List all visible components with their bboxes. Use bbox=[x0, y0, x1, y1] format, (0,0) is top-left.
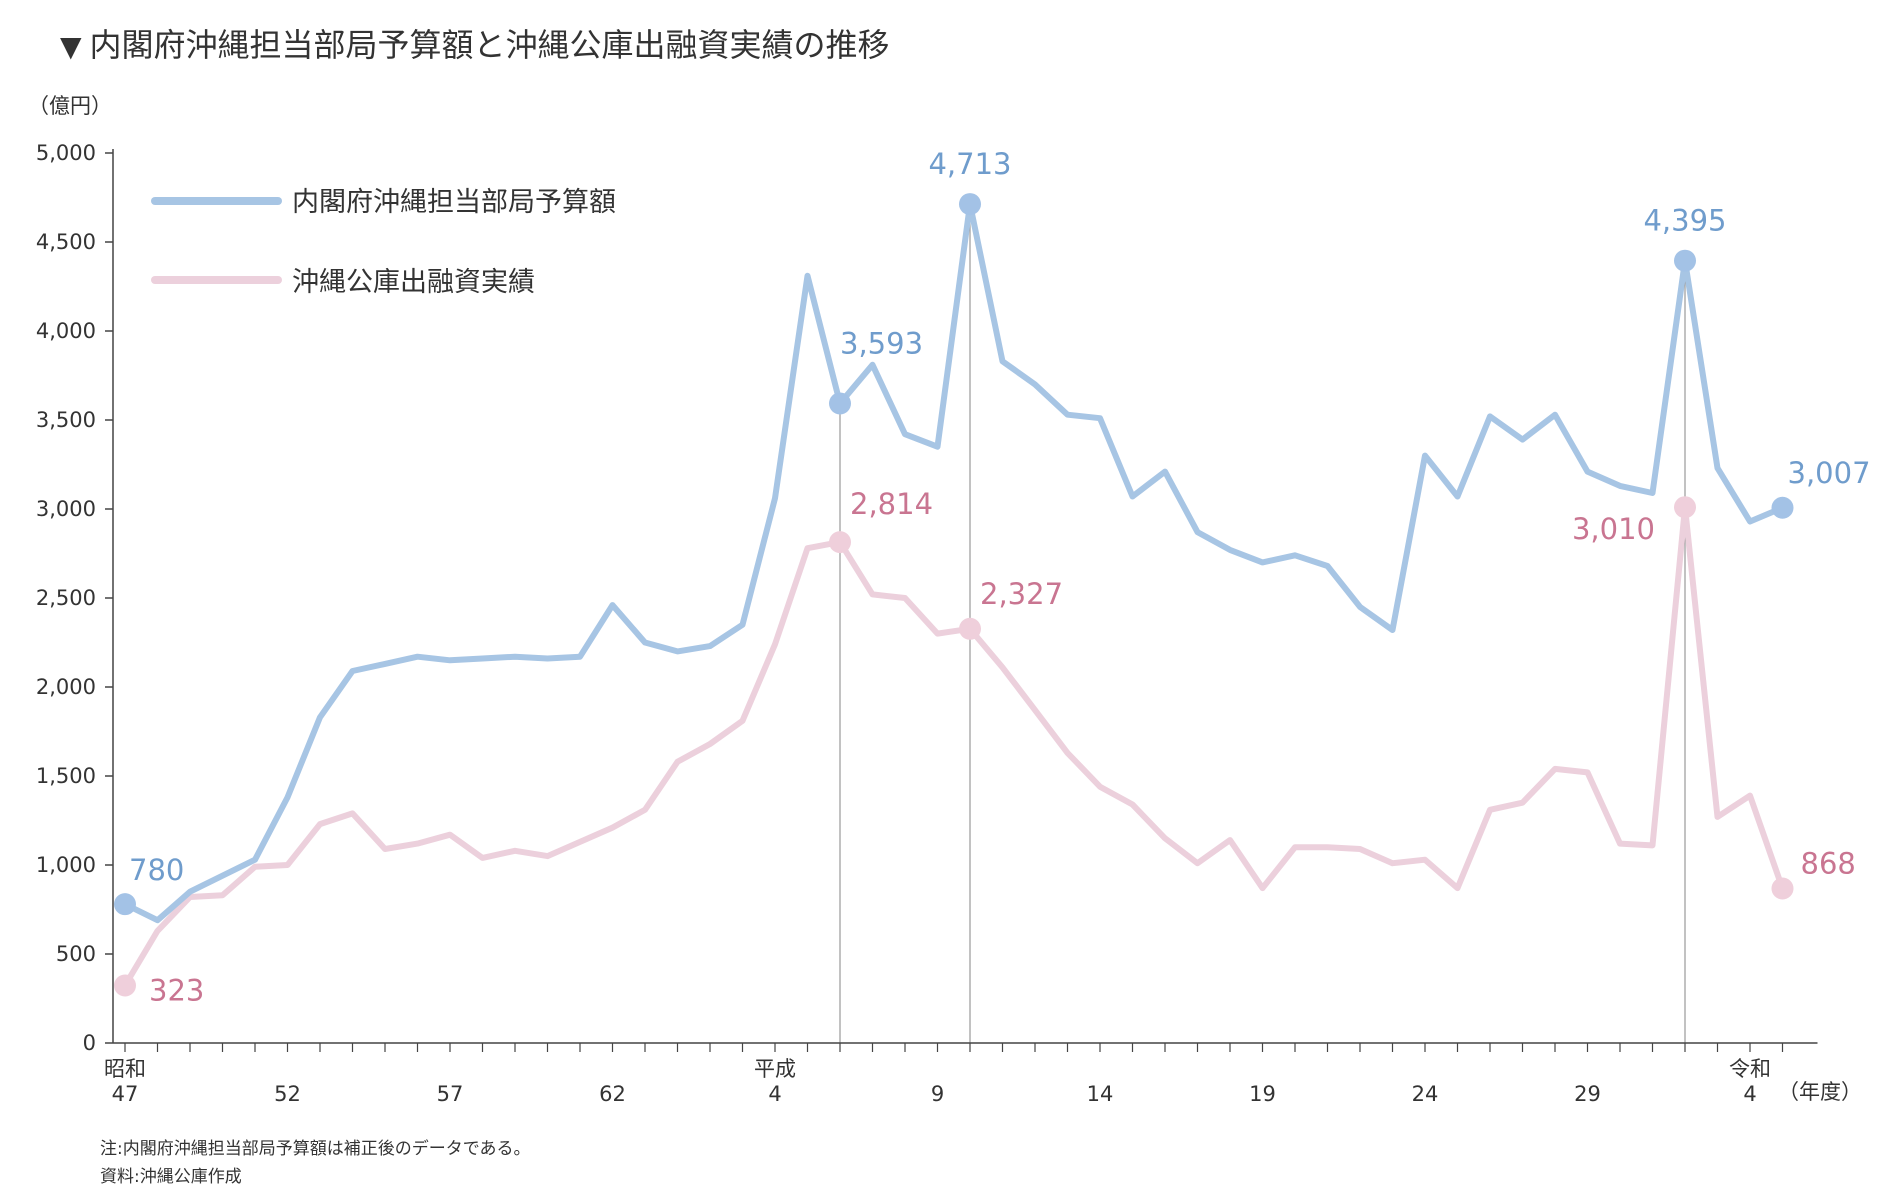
data-point-budget bbox=[1674, 249, 1696, 272]
data-label-loan: 868 bbox=[1801, 846, 1856, 880]
data-label-loan: 3,010 bbox=[1572, 512, 1655, 546]
y-tick-label: 500 bbox=[56, 942, 96, 966]
y-tick-label: 0 bbox=[83, 1031, 96, 1055]
x-tick-label: 19 bbox=[1249, 1082, 1276, 1106]
legend-label-budget: 内閣府沖縄担当部局予算額 bbox=[292, 187, 616, 218]
series-lines bbox=[122, 201, 1786, 989]
x-tick-label: 4 bbox=[1743, 1082, 1756, 1106]
data-point-budget bbox=[829, 392, 851, 415]
y-tick-label: 1,500 bbox=[36, 764, 96, 788]
y-tick-label: 4,500 bbox=[36, 230, 96, 254]
x-tick-label: 57 bbox=[437, 1082, 464, 1106]
legend: 内閣府沖縄担当部局予算額 沖縄公庫出融資実績 bbox=[151, 187, 616, 298]
axes bbox=[112, 149, 1818, 1044]
data-point-loan bbox=[1674, 496, 1696, 519]
chart-title-text: 内閣府沖縄担当部局予算額と沖縄公庫出融資実績の推移 bbox=[89, 26, 890, 64]
data-label-budget: 3,007 bbox=[1788, 456, 1871, 490]
x-tick-label: 14 bbox=[1087, 1082, 1114, 1106]
x-era-label: 平成 bbox=[754, 1057, 796, 1081]
y-tick-label: 3,500 bbox=[36, 408, 96, 432]
x-tick-label: 52 bbox=[274, 1082, 301, 1106]
data-label-loan: 2,814 bbox=[850, 487, 933, 521]
x-tick-label: 62 bbox=[599, 1082, 626, 1106]
series-markers: 780 3,593 4,713 4,395 3,007 323 2,814 2,327 3,01… bbox=[114, 147, 1871, 1008]
data-point-budget bbox=[1771, 496, 1794, 519]
y-tick-label: 3,000 bbox=[36, 497, 96, 521]
x-tick-label: 29 bbox=[1574, 1082, 1601, 1106]
data-label-budget: 4,713 bbox=[928, 147, 1011, 181]
data-label-budget: 780 bbox=[129, 853, 184, 887]
data-label-budget: 4,395 bbox=[1643, 204, 1726, 238]
legend-label-loan: 沖縄公庫出融資実績 bbox=[292, 267, 535, 298]
y-tick-label: 4,000 bbox=[36, 319, 96, 343]
x-tick-label: 4 bbox=[768, 1082, 781, 1106]
data-point-loan bbox=[114, 974, 136, 997]
footnote-source: 資料:沖縄公庫作成 bbox=[100, 1167, 242, 1187]
data-point-loan bbox=[959, 617, 981, 640]
x-era-label: 令和 bbox=[1729, 1057, 1771, 1081]
data-point-loan bbox=[1771, 877, 1794, 900]
x-era-label: 昭和 bbox=[104, 1057, 146, 1081]
x-axis-unit-label: （年度） bbox=[1778, 1080, 1862, 1104]
triangle-bullet-icon: ▼ bbox=[60, 30, 82, 63]
x-tick-label: 9 bbox=[931, 1082, 944, 1106]
y-ticks: 0 500 1,000 1,500 2,000 2,500 3,000 3,500 4,000 4… bbox=[36, 141, 113, 1055]
y-tick-label: 5,000 bbox=[36, 141, 96, 165]
y-axis-unit-label: （億円） bbox=[28, 94, 112, 118]
y-tick-label: 2,500 bbox=[36, 586, 96, 610]
data-label-loan: 323 bbox=[149, 974, 204, 1008]
data-point-budget bbox=[959, 193, 981, 216]
data-label-loan: 2,327 bbox=[980, 577, 1063, 611]
data-label-budget: 3,593 bbox=[840, 326, 923, 360]
x-tick-label: 24 bbox=[1412, 1082, 1439, 1106]
footnote-note: 注:内閣府沖縄担当部局予算額は補正後のデータである。 bbox=[100, 1139, 531, 1159]
data-point-budget bbox=[114, 893, 136, 916]
series-line-budget bbox=[122, 201, 1786, 924]
data-point-loan bbox=[829, 531, 851, 554]
chart-title: ▼ 内閣府沖縄担当部局予算額と沖縄公庫出融資実績の推移 bbox=[60, 20, 890, 66]
series-line-loan bbox=[122, 504, 1786, 989]
x-tick-label: 47 bbox=[112, 1082, 139, 1106]
y-tick-label: 1,000 bbox=[36, 853, 96, 877]
y-tick-label: 2,000 bbox=[36, 675, 96, 699]
